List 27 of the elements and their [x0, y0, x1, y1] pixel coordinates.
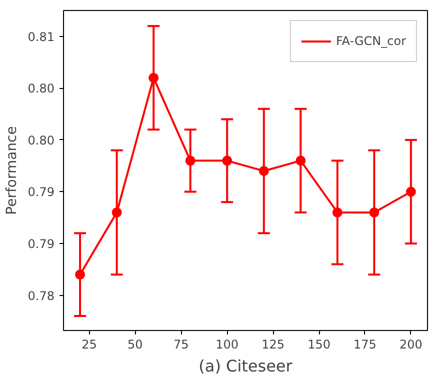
x-tick-label: 150 — [308, 338, 330, 352]
y-tick-label: 0.78 — [28, 288, 54, 303]
point — [112, 207, 122, 218]
point — [148, 72, 159, 83]
point — [222, 156, 232, 166]
point — [296, 156, 306, 166]
x-tick-label: 200 — [400, 338, 422, 352]
x-tick-label: 50 — [128, 338, 143, 352]
point — [258, 166, 269, 176]
x-tick-label: 125 — [262, 338, 285, 352]
x-tick-label: 25 — [82, 338, 97, 352]
x-tick-label: 175 — [354, 338, 376, 352]
point — [185, 156, 196, 166]
x-tick-label: 100 — [216, 338, 239, 352]
point — [406, 186, 416, 197]
point — [369, 207, 380, 218]
y-tick-label: 0.79 — [28, 237, 54, 252]
x-tick-label: 75 — [174, 338, 189, 352]
y-tick-label: 0.80 — [28, 133, 54, 148]
y-axis-title: Performance — [4, 126, 20, 215]
y-tick-label: 0.80 — [28, 82, 54, 96]
y-tick-label: 0.79 — [28, 185, 54, 200]
x-axis-title: (a) Citeseer — [198, 356, 293, 376]
point — [75, 270, 86, 280]
point — [332, 207, 342, 218]
legend-label: FA-GCN_cor — [336, 34, 406, 48]
y-tick-label: 0.81 — [28, 30, 54, 44]
